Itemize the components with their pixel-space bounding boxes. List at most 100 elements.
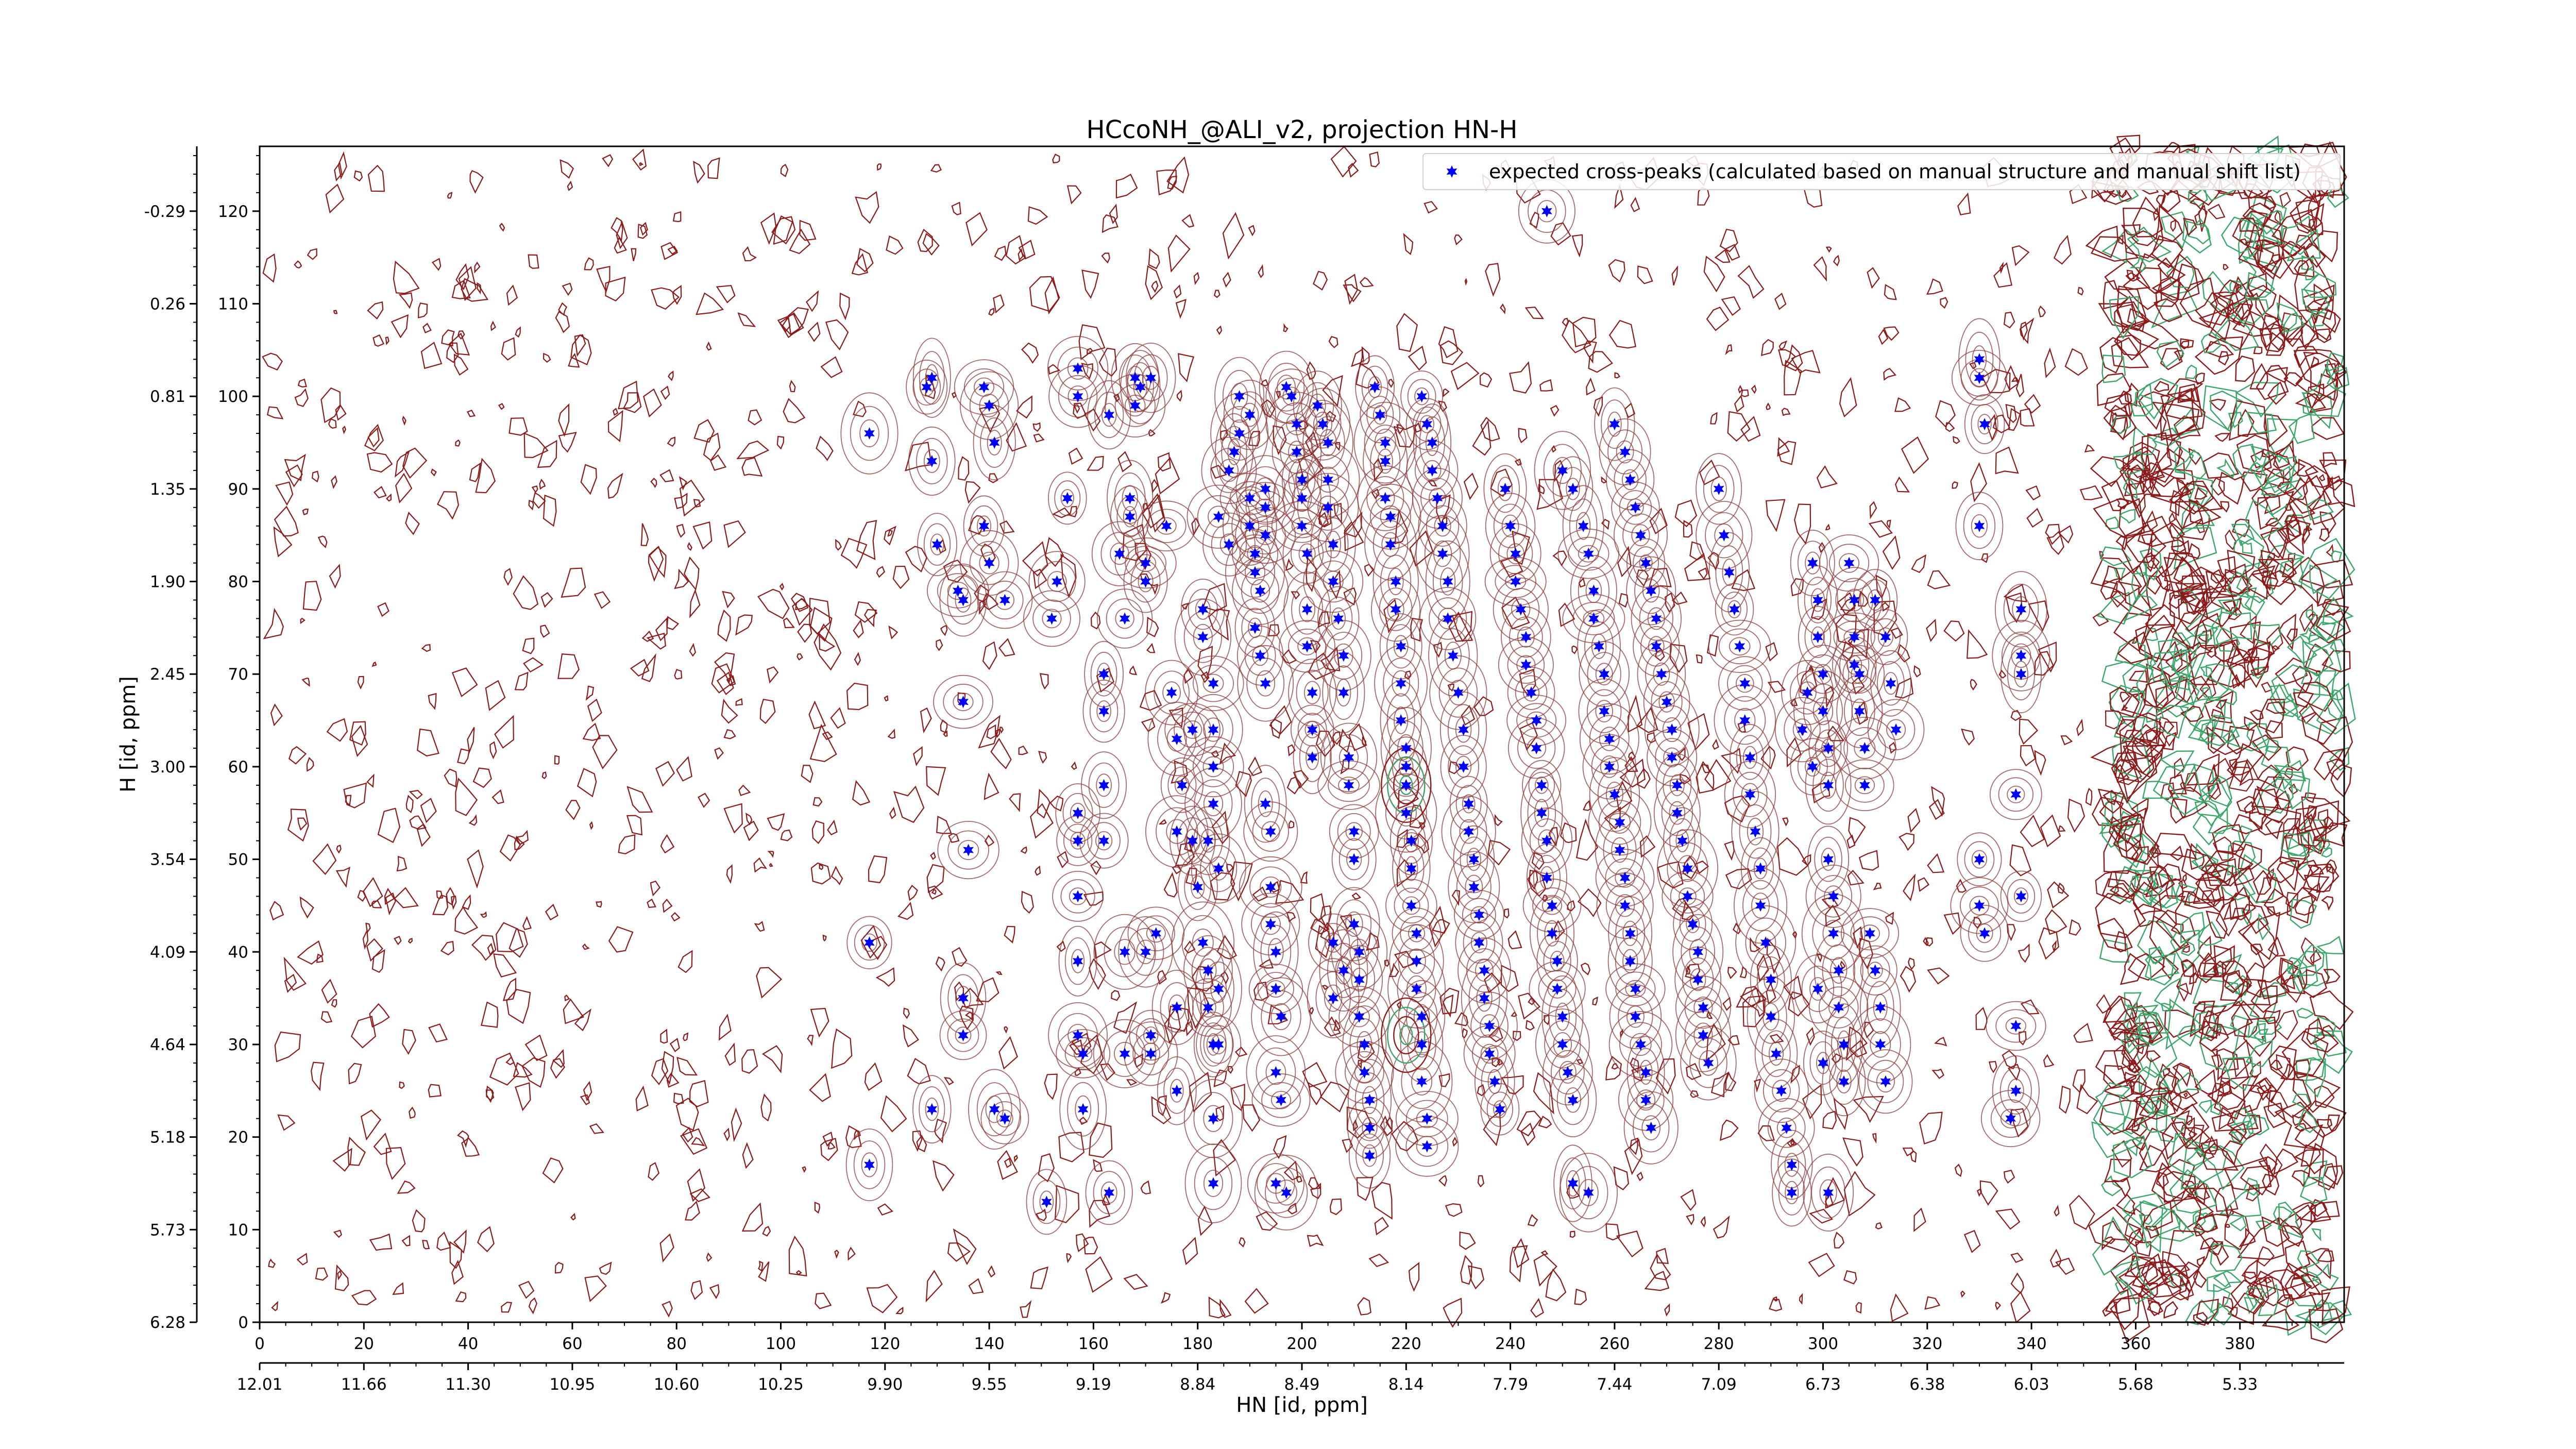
- noise-contour: [1330, 145, 1357, 178]
- noise-contour: [893, 785, 925, 823]
- noise-contour: [321, 979, 337, 1004]
- noise-contour: [1736, 986, 1767, 1008]
- peak-contour: [1714, 523, 1734, 547]
- cross-peak-point: [1671, 806, 1683, 819]
- peak-contour: [1137, 915, 1175, 952]
- noise-contour: [978, 599, 986, 615]
- edge-noise-contour: [2248, 1270, 2292, 1307]
- edge-noise-contour: [2158, 1265, 2190, 1289]
- edge-noise-contour: [2249, 709, 2264, 721]
- noise-contour: [449, 1241, 462, 1269]
- noise-contour: [990, 737, 1012, 769]
- noise-contour: [809, 1073, 831, 1102]
- y-ppm-label: -0.29: [144, 203, 185, 221]
- cross-peak-point: [1140, 575, 1151, 588]
- cross-peak-point: [1510, 575, 1521, 588]
- noise-contour: [1956, 879, 1967, 893]
- noise-contour: [1560, 822, 1577, 844]
- noise-contour: [1727, 1035, 1740, 1046]
- noise-contour: [1503, 908, 1510, 919]
- edge-noise-contour: [2300, 1144, 2321, 1167]
- edge-noise-contour: [2215, 627, 2241, 652]
- noise-contour: [2113, 764, 2130, 783]
- noise-contour: [1890, 1293, 1909, 1322]
- peak-contour: [1529, 818, 1564, 863]
- cross-peak-point: [1307, 751, 1318, 764]
- edge-noise-contour: [2222, 1056, 2254, 1091]
- edge-noise-contour: [2312, 307, 2336, 341]
- peak-contour: [1771, 1130, 1813, 1200]
- noise-contour: [706, 341, 712, 351]
- peak-contour: [1402, 896, 1420, 915]
- peak-contour: [1187, 484, 1250, 549]
- edge-noise-contour: [2137, 378, 2179, 420]
- y-ppm-label: 0.81: [150, 387, 185, 406]
- edge-noise-contour: [2143, 462, 2165, 480]
- edge-noise-contour: [2180, 705, 2204, 722]
- edge-noise-contour: [2210, 390, 2243, 431]
- edge-noise-contour: [2097, 918, 2126, 952]
- contour-noise-layer: [262, 134, 2356, 1343]
- noise-contour: [524, 1034, 548, 1062]
- peak-contour: [1115, 608, 1134, 629]
- noise-contour: [2034, 750, 2046, 776]
- noise-contour: [1293, 770, 1309, 789]
- cross-peak-point: [1854, 668, 1865, 681]
- noise-contour: [998, 638, 1015, 657]
- noise-contour: [513, 575, 539, 610]
- noise-contour: [2212, 757, 2235, 785]
- edge-noise-contour: [2090, 741, 2138, 779]
- peak-contour: [1493, 1100, 1507, 1119]
- peak-contour: [1835, 759, 1894, 812]
- noise-contour: [302, 581, 322, 611]
- edge-noise-contour: [2147, 1301, 2161, 1315]
- cross-peak-point: [1291, 418, 1302, 431]
- edge-noise-contour: [2115, 719, 2136, 739]
- edge-noise-contour: [2108, 1022, 2132, 1041]
- noise-contour: [1100, 1063, 1115, 1081]
- peak-contour: [1815, 875, 1853, 918]
- edge-noise-contour: [2147, 1299, 2164, 1317]
- cross-peak-point: [1463, 825, 1475, 838]
- noise-contour: [2182, 873, 2187, 883]
- cross-peak-point: [1750, 825, 1761, 838]
- noise-contour: [2310, 949, 2322, 964]
- noise-contour: [660, 834, 675, 854]
- peak-contour: [1101, 403, 1117, 427]
- edge-noise-contour: [2227, 840, 2256, 876]
- cross-peak-point: [1296, 519, 1308, 532]
- noise-contour: [1608, 259, 1625, 283]
- noise-contour: [1973, 916, 1982, 929]
- noise-contour: [1514, 458, 1522, 466]
- peak-contour: [1028, 551, 1086, 612]
- noise-contour: [1520, 1122, 1536, 1147]
- noise-contour: [1307, 1234, 1324, 1247]
- noise-contour: [1908, 957, 1915, 970]
- edge-noise-contour: [2215, 699, 2228, 710]
- noise-contour: [635, 1085, 649, 1111]
- peak-contour: [1387, 949, 1446, 1029]
- cross-peak-point: [989, 436, 1000, 449]
- edge-noise-contour: [2287, 957, 2302, 970]
- noise-contour: [1766, 402, 1771, 410]
- noise-contour: [1101, 214, 1118, 233]
- peak-contour: [1400, 370, 1444, 423]
- noise-contour: [1371, 1182, 1393, 1220]
- noise-contour: [1690, 1090, 1699, 1098]
- cross-peak-point: [1046, 612, 1057, 625]
- peak-contour: [1255, 498, 1276, 516]
- noise-contour: [1057, 851, 1069, 868]
- peak-contour: [1265, 1167, 1308, 1218]
- noise-contour: [1163, 872, 1178, 898]
- noise-contour: [1989, 1060, 1997, 1073]
- noise-contour: [1790, 1138, 1798, 1146]
- edge-noise-contour: [2197, 714, 2240, 747]
- peak-contour: [1047, 571, 1067, 592]
- edge-noise-contour: [2119, 714, 2162, 762]
- noise-contour: [802, 1166, 807, 1173]
- cross-peak-point: [1265, 918, 1276, 931]
- peak-contour: [1851, 698, 1868, 724]
- edge-noise-contour: [2113, 1292, 2150, 1343]
- peak-contour: [1026, 1169, 1067, 1235]
- noise-contour: [440, 940, 454, 956]
